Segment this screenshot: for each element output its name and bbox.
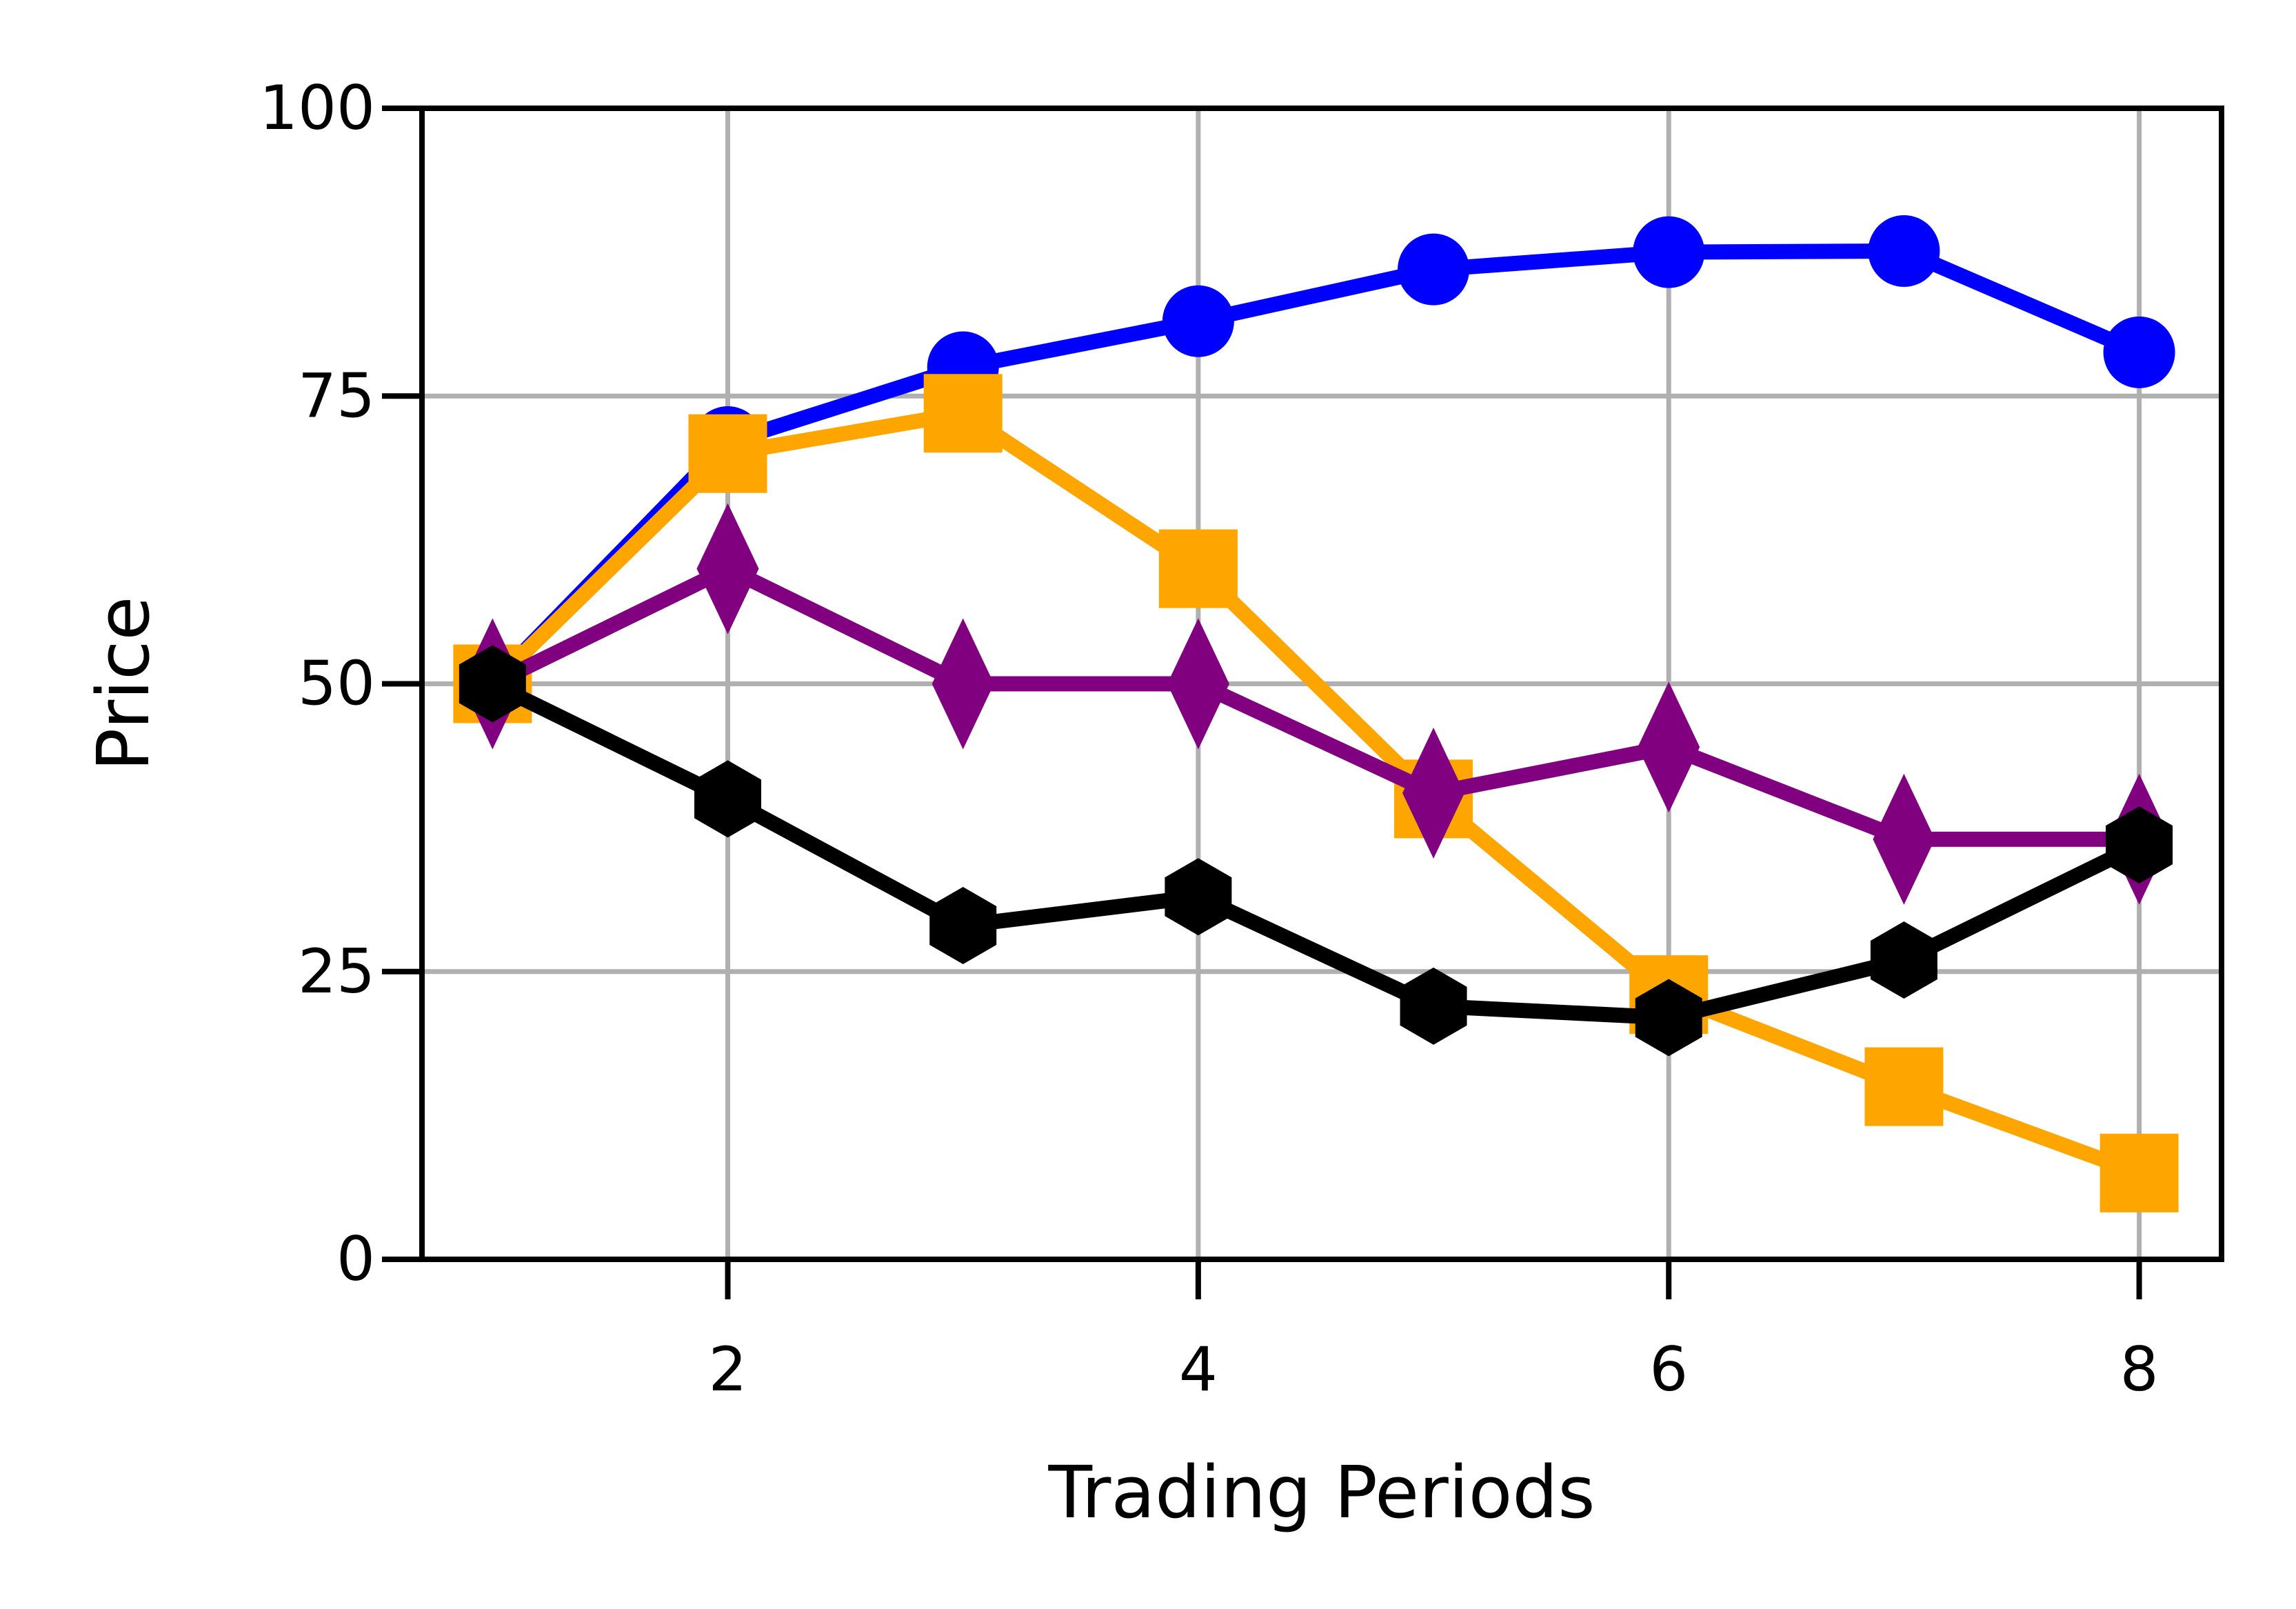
y-tick-label: 100 [259,72,375,143]
data-point [923,374,1003,453]
y-tick-label: 50 [298,648,375,719]
series-3 [461,503,2171,905]
data-point [1635,979,1702,1057]
series-4 [459,645,2173,1057]
data-point [1868,214,1940,287]
x-tick-label: 6 [1649,1334,1688,1405]
data-point [1633,216,1705,288]
series-layer [453,214,2179,1212]
data-point [1158,529,1238,608]
series-line [489,561,2139,847]
data-point [1638,681,1700,813]
data-point [1165,858,1232,936]
data-point [1402,728,1465,859]
x-tick-label: 8 [2120,1334,2159,1405]
data-point [1398,233,1470,306]
data-point [1864,1047,1944,1126]
x-axis-label: Trading Periods [1047,1450,1595,1535]
data-point [459,645,526,723]
data-point [1873,773,1935,905]
data-point [1167,618,1229,750]
data-point [2106,806,2173,884]
x-tick-label: 4 [1179,1334,1218,1405]
series-line [489,677,2143,1026]
data-point [929,886,997,964]
axis-ticks: 2 4 6 8 0 25 50 75 100 [259,72,2159,1405]
x-tick-label: 2 [709,1334,747,1405]
data-point [694,760,762,838]
y-tick-label: 0 [336,1223,375,1295]
data-point [696,503,759,634]
data-point [2099,1133,2179,1212]
data-point [1400,967,1467,1045]
data-point [1162,285,1234,357]
data-point [932,618,994,750]
data-point [2103,316,2175,388]
data-point [1870,921,1937,999]
y-tick-label: 25 [298,936,375,1007]
data-point [688,414,767,493]
y-axis-label: Price [81,597,165,772]
y-tick-label: 75 [298,360,375,431]
